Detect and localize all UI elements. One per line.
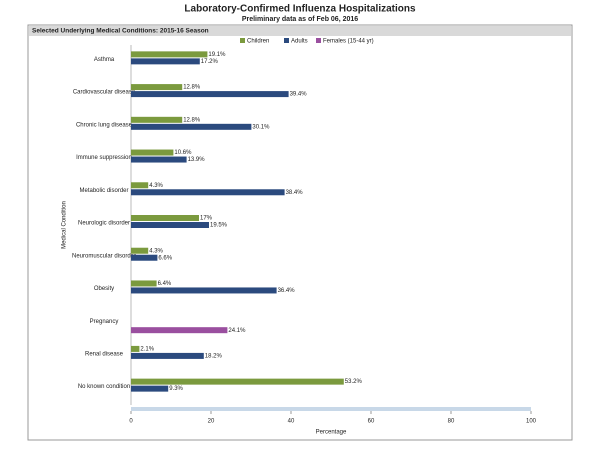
legend-label: Females (15-44 yr) xyxy=(323,39,374,45)
value-label: 18.2% xyxy=(205,353,223,359)
y-tick-label: Cardiovascular disease xyxy=(73,90,136,96)
bar xyxy=(131,345,140,352)
value-label: 53.2% xyxy=(345,379,363,385)
y-tick-label: Pregnancy xyxy=(90,319,119,325)
value-label: 9.3% xyxy=(169,386,183,392)
y-tick-label: Metabolic disorder xyxy=(79,188,128,194)
y-tick-label: Neurologic disorder xyxy=(78,221,130,227)
value-label: 10.6% xyxy=(174,150,192,156)
y-tick-label: Asthma xyxy=(94,57,115,63)
chart-subtitle: Preliminary data as of Feb 06, 2016 xyxy=(242,16,358,23)
bar xyxy=(131,327,228,334)
y-tick-label: No known condition xyxy=(78,384,130,390)
bar xyxy=(131,189,285,196)
legend-swatch xyxy=(316,38,321,43)
legend-label: Adults xyxy=(291,39,308,45)
bar xyxy=(131,215,199,221)
x-tick-label: 20 xyxy=(208,419,215,425)
value-label: 12.8% xyxy=(183,117,201,123)
bar xyxy=(131,287,277,294)
bar xyxy=(131,51,208,58)
value-label: 19.1% xyxy=(208,52,226,58)
bar xyxy=(131,280,157,287)
value-label: 4.3% xyxy=(149,183,163,189)
y-axis-label: Medical Condition xyxy=(62,201,68,249)
y-tick-label: Neuromuscular disorder xyxy=(72,253,136,259)
value-label: 30.1% xyxy=(252,124,270,130)
panel-header xyxy=(29,26,571,36)
value-label: 24.1% xyxy=(228,328,246,334)
axis-band xyxy=(131,407,531,411)
x-tick-label: 0 xyxy=(129,419,133,425)
bar xyxy=(131,91,289,98)
value-label: 38.4% xyxy=(286,190,304,196)
value-label: 4.3% xyxy=(149,248,163,254)
bar xyxy=(131,58,200,65)
bar xyxy=(131,84,183,91)
bar xyxy=(131,123,252,130)
value-label: 2.1% xyxy=(140,346,154,352)
y-tick-label: Renal disease xyxy=(85,351,124,357)
bar xyxy=(131,156,187,163)
value-label: 39.4% xyxy=(290,92,308,98)
bar xyxy=(131,254,158,261)
bar xyxy=(131,149,174,156)
legend-swatch xyxy=(284,38,289,43)
bar xyxy=(131,116,183,123)
bar xyxy=(131,182,149,189)
value-label: 6.6% xyxy=(158,255,172,261)
panel-header-text: Selected Underlying Medical Conditions: … xyxy=(32,28,209,35)
chart-title: Laboratory-Confirmed Influenza Hospitali… xyxy=(184,4,416,15)
x-tick-label: 60 xyxy=(368,419,375,425)
bar xyxy=(131,247,149,254)
value-label: 12.8% xyxy=(183,85,201,91)
bar xyxy=(131,385,169,392)
y-tick-label: Chronic lung disease xyxy=(76,122,133,128)
y-tick-label: Immune suppression xyxy=(76,155,132,161)
legend-label: Children xyxy=(247,39,269,45)
panel xyxy=(27,24,573,441)
value-label: 13.9% xyxy=(188,157,206,163)
y-tick-label: Obesity xyxy=(94,286,114,292)
x-tick-label: 80 xyxy=(448,419,455,425)
value-label: 36.4% xyxy=(278,288,296,294)
bar xyxy=(131,378,344,385)
value-label: 6.4% xyxy=(158,281,172,287)
x-tick-label: 40 xyxy=(288,419,295,425)
value-label: 17.2% xyxy=(201,59,219,65)
bar xyxy=(131,222,209,228)
legend-swatch xyxy=(240,38,245,43)
x-tick-label: 100 xyxy=(526,419,537,425)
x-axis-label: Percentage xyxy=(316,430,347,436)
value-label: 19.5% xyxy=(210,223,228,229)
value-label: 17% xyxy=(200,216,213,222)
bar xyxy=(131,352,204,359)
